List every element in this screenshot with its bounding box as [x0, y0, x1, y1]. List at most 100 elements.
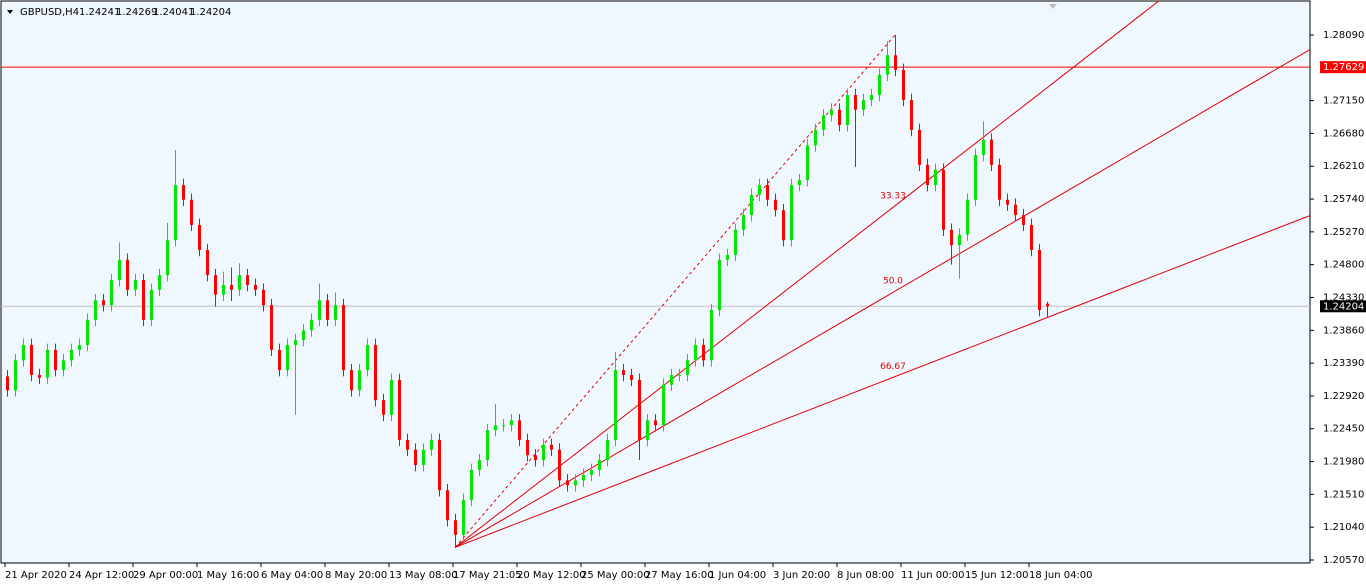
candle-body	[966, 199, 969, 235]
candle-body	[606, 439, 609, 461]
candle-body	[734, 229, 737, 255]
x-tick-label: 25 May 00:00	[581, 570, 650, 581]
candle-body	[54, 349, 57, 371]
candle-body	[670, 374, 673, 385]
candle-body	[406, 439, 409, 450]
candle-body	[166, 240, 169, 276]
candle-body	[510, 420, 513, 426]
candle-body	[550, 444, 553, 450]
candle-body	[742, 215, 745, 230]
candle-body	[750, 194, 753, 216]
candle-body	[326, 300, 329, 320]
fan-trendline	[454, 34, 896, 548]
candle-body	[934, 169, 937, 186]
candle-body	[646, 420, 649, 440]
y-tick-label: 1.22920	[1323, 391, 1364, 402]
candle-body	[638, 379, 641, 440]
candle-body	[150, 289, 153, 320]
y-tick-label: 1.26680	[1323, 128, 1364, 139]
candle-body	[790, 185, 793, 241]
shift-marker	[1049, 4, 1057, 9]
x-tick-label: 1 May 16:00	[197, 570, 259, 581]
candle-body	[158, 275, 161, 290]
candle-body	[974, 155, 977, 200]
y-tick-label: 1.22450	[1323, 424, 1364, 435]
candle-body	[902, 69, 905, 100]
candle-body	[662, 384, 665, 426]
x-tick-label: 18 Jun 04:00	[1029, 570, 1093, 581]
candle-body	[942, 169, 945, 230]
candle-body	[78, 344, 81, 350]
x-tick-label: 3 Jun 20:00	[773, 570, 830, 581]
candle-body	[574, 480, 577, 486]
info-low: 1.24041	[153, 7, 194, 18]
x-tick-label: 8 Jun 08:00	[837, 570, 894, 581]
candle-body	[1006, 199, 1009, 205]
candle-body	[126, 259, 129, 290]
candle-body	[1022, 215, 1025, 225]
candle-body	[758, 185, 761, 195]
candle-body	[462, 499, 465, 535]
hline-price-label: 1.27629	[1323, 62, 1364, 73]
x-tick-label: 1 Jun 04:00	[709, 570, 766, 581]
candle-body	[878, 74, 881, 96]
x-tick-label: 6 May 04:00	[261, 570, 323, 581]
hline-price-box	[1320, 61, 1366, 74]
candle-body	[270, 305, 273, 350]
candle-body	[254, 284, 257, 290]
candle-body	[374, 344, 377, 401]
candle-body	[558, 449, 561, 481]
candle-body	[518, 420, 521, 440]
candle-body	[398, 379, 401, 440]
fan-label: 50.0	[883, 277, 903, 287]
candle-body	[422, 449, 425, 466]
x-tick-label: 8 May 20:00	[325, 570, 387, 581]
candle-body	[486, 430, 489, 461]
x-tick-label: 17 May 21:05	[453, 570, 522, 581]
candle-body	[726, 254, 729, 260]
fan-label: 33.33	[880, 191, 906, 201]
candle-body	[982, 139, 985, 156]
x-tick-label: 24 Apr 12:00	[69, 570, 134, 581]
candle-body	[926, 164, 929, 186]
info-high: 1.24269	[116, 7, 157, 18]
y-tick-label: 1.24330	[1323, 292, 1364, 303]
candle-body	[350, 370, 353, 391]
menu-arrow[interactable]	[7, 10, 13, 14]
candle-body	[318, 300, 321, 320]
candle-body	[238, 275, 241, 290]
candle-body	[6, 376, 9, 391]
info-close: 1.24204	[190, 7, 231, 18]
candle-body	[302, 330, 305, 341]
x-tick-label: 20 May 12:00	[517, 570, 586, 581]
y-tick-label: 1.20570	[1323, 555, 1364, 566]
candle-body	[1038, 250, 1041, 311]
candle-body	[894, 55, 897, 70]
candle-body	[838, 109, 841, 126]
candle-body	[846, 95, 849, 126]
candle-body	[278, 349, 281, 371]
candle-body	[334, 305, 337, 320]
candle-body	[598, 460, 601, 470]
candle-body	[830, 109, 833, 116]
x-tick-label: 15 Jun 12:00	[965, 570, 1029, 581]
candle-body	[414, 449, 417, 466]
y-tick-label: 1.21040	[1323, 522, 1364, 533]
candle-body	[798, 180, 801, 186]
candle-body	[102, 300, 105, 306]
candle-body	[222, 284, 225, 295]
candle-body	[22, 344, 25, 361]
candle-body	[862, 99, 865, 110]
candle-body	[118, 259, 121, 281]
candle-body	[478, 460, 481, 470]
current-price-box	[1320, 300, 1366, 313]
candle-body	[678, 374, 681, 376]
candle-body	[342, 305, 345, 371]
fan-line	[454, 214, 1310, 548]
plot: 33.33 50.0 66.67	[1, 1, 1310, 548]
candle-body	[262, 289, 265, 306]
y-tick-label: 1.21510	[1323, 489, 1364, 500]
candle-body	[14, 360, 17, 391]
